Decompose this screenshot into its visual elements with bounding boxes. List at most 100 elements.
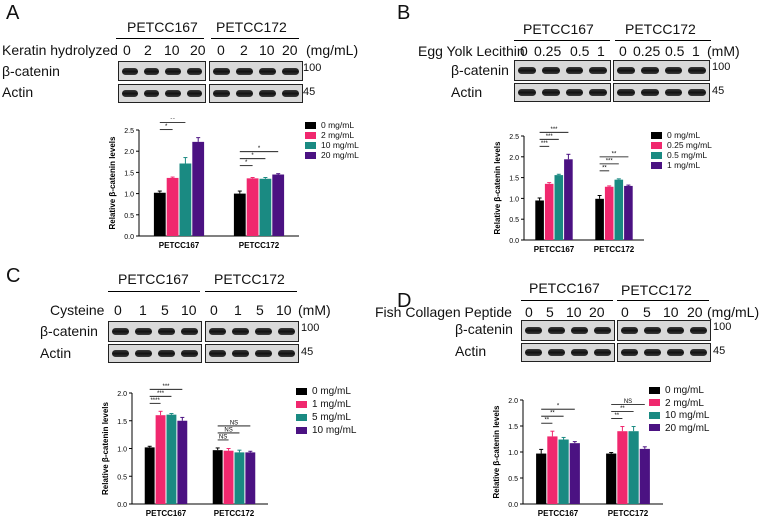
western-blot-actin <box>514 83 611 102</box>
y-tick-label: 1.0 <box>124 192 134 199</box>
mw-marker: 100 <box>301 322 320 334</box>
blot-band <box>667 327 684 334</box>
legend: 0 mg/mL 2 mg/mL 10 mg/mL 20 mg/mL <box>305 120 359 160</box>
significance-label: NS <box>624 399 632 405</box>
dose-label: 10 <box>663 304 679 320</box>
bar <box>259 178 272 236</box>
bar-chart: 0.0 0.5 1.0 1.5 2.0 Relative β-catenin levels… <box>101 384 268 518</box>
blot-row-label: Actin <box>2 84 34 100</box>
dose-label: 0 <box>619 43 627 59</box>
significance-label: * <box>251 153 254 159</box>
dose-label: 0 <box>123 42 131 58</box>
legend-entry: 2 mg/mL <box>321 130 355 140</box>
panel-c: C PETCC167 PETCC172 Cysteine 0 1 5 10 0 … <box>0 263 381 526</box>
legend-entry: 10 mg/mL <box>665 410 710 421</box>
y-tick-label: 0.0 <box>509 238 519 245</box>
bar <box>595 198 604 240</box>
y-tick-label: 1.5 <box>508 424 518 431</box>
significance-label: *** <box>541 141 549 147</box>
significance-label: ** <box>550 411 555 417</box>
blot-row-label: Actin <box>455 343 487 359</box>
western-blot-beta-catenin <box>118 61 206 81</box>
panel-label: C <box>6 265 21 287</box>
blot-band <box>181 350 198 357</box>
blot-band <box>255 328 272 335</box>
blot-band <box>278 328 295 335</box>
blot-band <box>621 349 638 356</box>
blot-band <box>165 67 181 75</box>
x-tick-label: PETCC167 <box>159 241 200 250</box>
significance-label: NS <box>224 427 232 433</box>
treatment-label: Keratin hydrolyzed <box>2 42 118 58</box>
x-tick-label: PETCC172 <box>214 509 255 518</box>
western-blot-actin <box>205 344 299 363</box>
cell-line-label: PETCC172 <box>216 19 287 35</box>
blot-band <box>135 350 152 357</box>
significance-label: ** <box>602 165 607 171</box>
cell-line-label: PETCC167 <box>118 271 189 287</box>
bar <box>614 179 624 240</box>
blot-band <box>621 327 638 334</box>
significance-label: * <box>258 146 261 152</box>
dose-label: 1 <box>692 43 700 59</box>
dose-label: 5 <box>546 304 554 320</box>
significance-label: *** <box>157 391 165 397</box>
blot-band <box>518 67 536 74</box>
bar <box>628 431 639 504</box>
blot-band <box>282 90 299 97</box>
y-tick-label: 0.5 <box>509 217 519 224</box>
bar <box>547 436 558 504</box>
dose-label: 0 <box>210 302 218 318</box>
dose-label: 10 <box>566 304 582 320</box>
blot-band <box>165 90 181 97</box>
blot-row-label: Actin <box>40 345 72 361</box>
bar <box>233 193 246 236</box>
treatment-label: Egg Yolk Lecithin <box>418 43 525 59</box>
y-tick-label: 1.0 <box>509 196 519 203</box>
blot-band <box>667 349 684 356</box>
blot-band <box>594 327 611 334</box>
bar-chart: 0.0 0.5 1.0 1.5 2.0 Relative β-catenin levels… <box>492 398 663 518</box>
panel-label: A <box>6 2 20 24</box>
blot-band <box>112 350 129 357</box>
panel-label: B <box>397 2 411 24</box>
blot-band <box>282 67 299 75</box>
bar <box>192 141 205 236</box>
blot-band <box>565 89 584 96</box>
blot-band <box>236 67 253 75</box>
bar <box>245 452 256 504</box>
treatment-label: Fish Collagen Peptide <box>375 304 512 320</box>
blot-band <box>186 67 202 75</box>
blot-band <box>690 349 707 356</box>
bar <box>179 163 192 236</box>
legend-entry: 0 mg/mL <box>321 120 355 130</box>
blot-band <box>688 67 706 74</box>
blot-band <box>181 328 198 335</box>
y-tick-label: 0.5 <box>508 476 518 483</box>
legend-entry: 10 mg/mL <box>312 425 357 436</box>
x-tick-label: PETCC172 <box>239 241 280 250</box>
dose-label: 20 <box>190 42 206 58</box>
blot-row-label: β-catenin <box>451 62 509 78</box>
bar <box>144 447 155 504</box>
panel-a: A PETCC167 PETCC172 Keratin hydrolyzed 0… <box>0 0 381 263</box>
x-tick-label: PETCC172 <box>594 245 635 254</box>
western-blot-actin <box>209 84 303 103</box>
significance-label: ** <box>614 413 619 419</box>
blot-band <box>589 89 607 96</box>
y-tick-label: 2.0 <box>508 398 518 405</box>
blot-band <box>158 350 175 357</box>
cell-line-label: PETCC172 <box>214 271 285 287</box>
bar <box>223 450 234 504</box>
blot-band <box>122 67 138 75</box>
panel-d: D PETCC167 PETCC172 Fish Collagen Peptid… <box>375 263 762 526</box>
y-tick-label: 1.5 <box>117 419 127 426</box>
dose-label: 5 <box>643 304 651 320</box>
legend-entry: 1 mg/mL <box>312 399 351 410</box>
blot-band <box>236 90 253 97</box>
blot-band <box>640 89 659 96</box>
cell-line-label: PETCC172 <box>621 282 692 298</box>
dose-label: 0 <box>520 43 528 59</box>
blot-band <box>644 327 661 334</box>
bar <box>536 453 547 504</box>
